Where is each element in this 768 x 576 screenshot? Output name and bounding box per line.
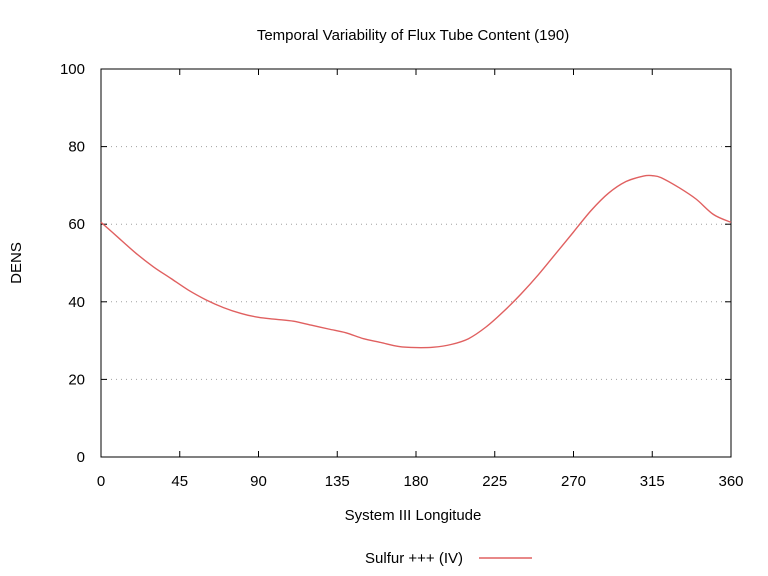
x-tick-label: 225 — [482, 473, 507, 490]
y-tick-labels: 0 20 40 60 80 100 — [60, 61, 85, 466]
y-axis-label: DENS — [8, 242, 25, 284]
x-tick-label: 135 — [325, 473, 350, 490]
x-tick-label: 360 — [718, 473, 743, 490]
axis-ticks — [100, 68, 732, 458]
x-tick-labels: 0 45 90 135 180 225 270 315 360 — [97, 473, 744, 490]
x-tick-label: 315 — [640, 473, 665, 490]
series-layer — [100, 174, 732, 349]
y-tick-label: 20 — [68, 371, 85, 388]
x-tick-label: 0 — [97, 473, 105, 490]
plot-frame — [100, 68, 732, 458]
x-tick-label: 45 — [171, 473, 188, 490]
series-line-sulfur-iv — [100, 174, 732, 349]
legend: Sulfur +++ (IV) — [365, 550, 532, 567]
x-tick-label: 90 — [250, 473, 267, 490]
x-axis-label: System III Longitude — [345, 507, 482, 524]
legend-label: Sulfur +++ (IV) — [365, 550, 463, 567]
y-tick-label: 100 — [60, 61, 85, 78]
y-tick-label: 60 — [68, 216, 85, 233]
chart-title: Temporal Variability of Flux Tube Conten… — [257, 27, 569, 44]
x-tick-label: 270 — [561, 473, 586, 490]
grid-lines — [101, 146, 731, 380]
x-tick-label: 180 — [403, 473, 428, 490]
y-tick-label: 80 — [68, 139, 85, 156]
y-tick-label: 40 — [68, 294, 85, 311]
y-tick-label: 0 — [77, 449, 85, 466]
